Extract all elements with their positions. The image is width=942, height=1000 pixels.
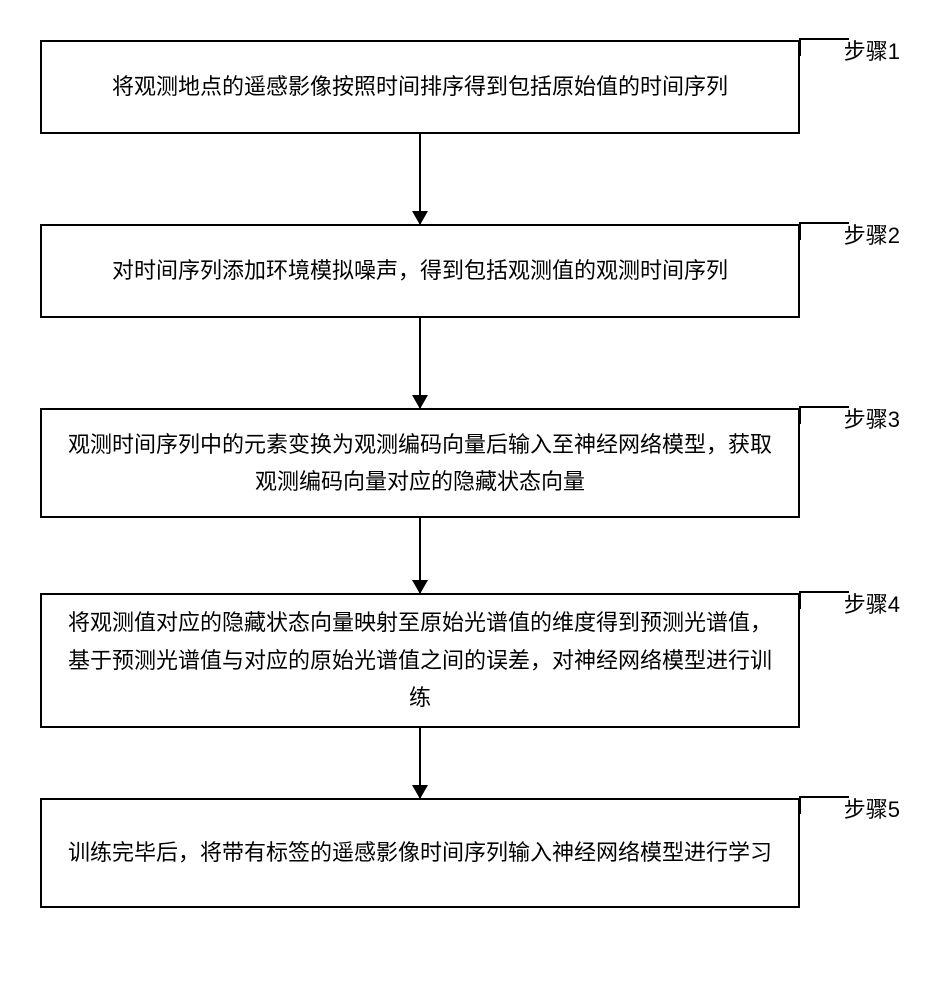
arrow-1 xyxy=(419,134,421,224)
step-4-wrapper: 将观测值对应的隐藏状态向量映射至原始光谱值的维度得到预测光谱值，基于预测光谱值与… xyxy=(40,593,900,728)
arrow-4 xyxy=(419,728,421,798)
flowchart-container: 将观测地点的遥感影像按照时间排序得到包括原始值的时间序列 步骤1 对时间序列添加… xyxy=(40,40,900,908)
step-box-4: 将观测值对应的隐藏状态向量映射至原始光谱值的维度得到预测光谱值，基于预测光谱值与… xyxy=(40,593,800,728)
step-label-3: 步骤3 xyxy=(844,402,900,434)
arrow-3 xyxy=(419,518,421,593)
step-box-5: 训练完毕后，将带有标签的遥感影像时间序列输入神经网络模型进行学习 xyxy=(40,798,800,908)
step-box-2: 对时间序列添加环境模拟噪声，得到包括观测值的观测时间序列 xyxy=(40,224,800,318)
arrow-1-wrap xyxy=(40,134,800,224)
step-label-4: 步骤4 xyxy=(844,587,900,619)
label-connector-4 xyxy=(799,591,849,609)
step-label-1: 步骤1 xyxy=(844,34,900,66)
arrow-4-wrap xyxy=(40,728,800,798)
label-connector-5 xyxy=(799,796,849,814)
step-2-wrapper: 对时间序列添加环境模拟噪声，得到包括观测值的观测时间序列 步骤2 xyxy=(40,224,900,318)
step-1-wrapper: 将观测地点的遥感影像按照时间排序得到包括原始值的时间序列 步骤1 xyxy=(40,40,900,134)
step-text-5: 训练完毕后，将带有标签的遥感影像时间序列输入神经网络模型进行学习 xyxy=(68,834,772,871)
step-label-5: 步骤5 xyxy=(844,792,900,824)
step-3-wrapper: 观测时间序列中的元素变换为观测编码向量后输入至神经网络模型，获取观测编码向量对应… xyxy=(40,408,900,518)
step-text-1: 将观测地点的遥感影像按照时间排序得到包括原始值的时间序列 xyxy=(112,68,728,105)
step-text-3: 观测时间序列中的元素变换为观测编码向量后输入至神经网络模型，获取观测编码向量对应… xyxy=(62,426,778,501)
step-text-2: 对时间序列添加环境模拟噪声，得到包括观测值的观测时间序列 xyxy=(112,252,728,289)
label-connector-3 xyxy=(799,406,849,424)
label-connector-1 xyxy=(799,38,849,56)
step-5-wrapper: 训练完毕后，将带有标签的遥感影像时间序列输入神经网络模型进行学习 步骤5 xyxy=(40,798,900,908)
arrow-3-wrap xyxy=(40,518,800,593)
arrow-2-wrap xyxy=(40,318,800,408)
step-text-4: 将观测值对应的隐藏状态向量映射至原始光谱值的维度得到预测光谱值，基于预测光谱值与… xyxy=(62,604,778,716)
step-box-1: 将观测地点的遥感影像按照时间排序得到包括原始值的时间序列 xyxy=(40,40,800,134)
step-label-2: 步骤2 xyxy=(844,218,900,250)
step-box-3: 观测时间序列中的元素变换为观测编码向量后输入至神经网络模型，获取观测编码向量对应… xyxy=(40,408,800,518)
label-connector-2 xyxy=(799,222,849,240)
arrow-2 xyxy=(419,318,421,408)
